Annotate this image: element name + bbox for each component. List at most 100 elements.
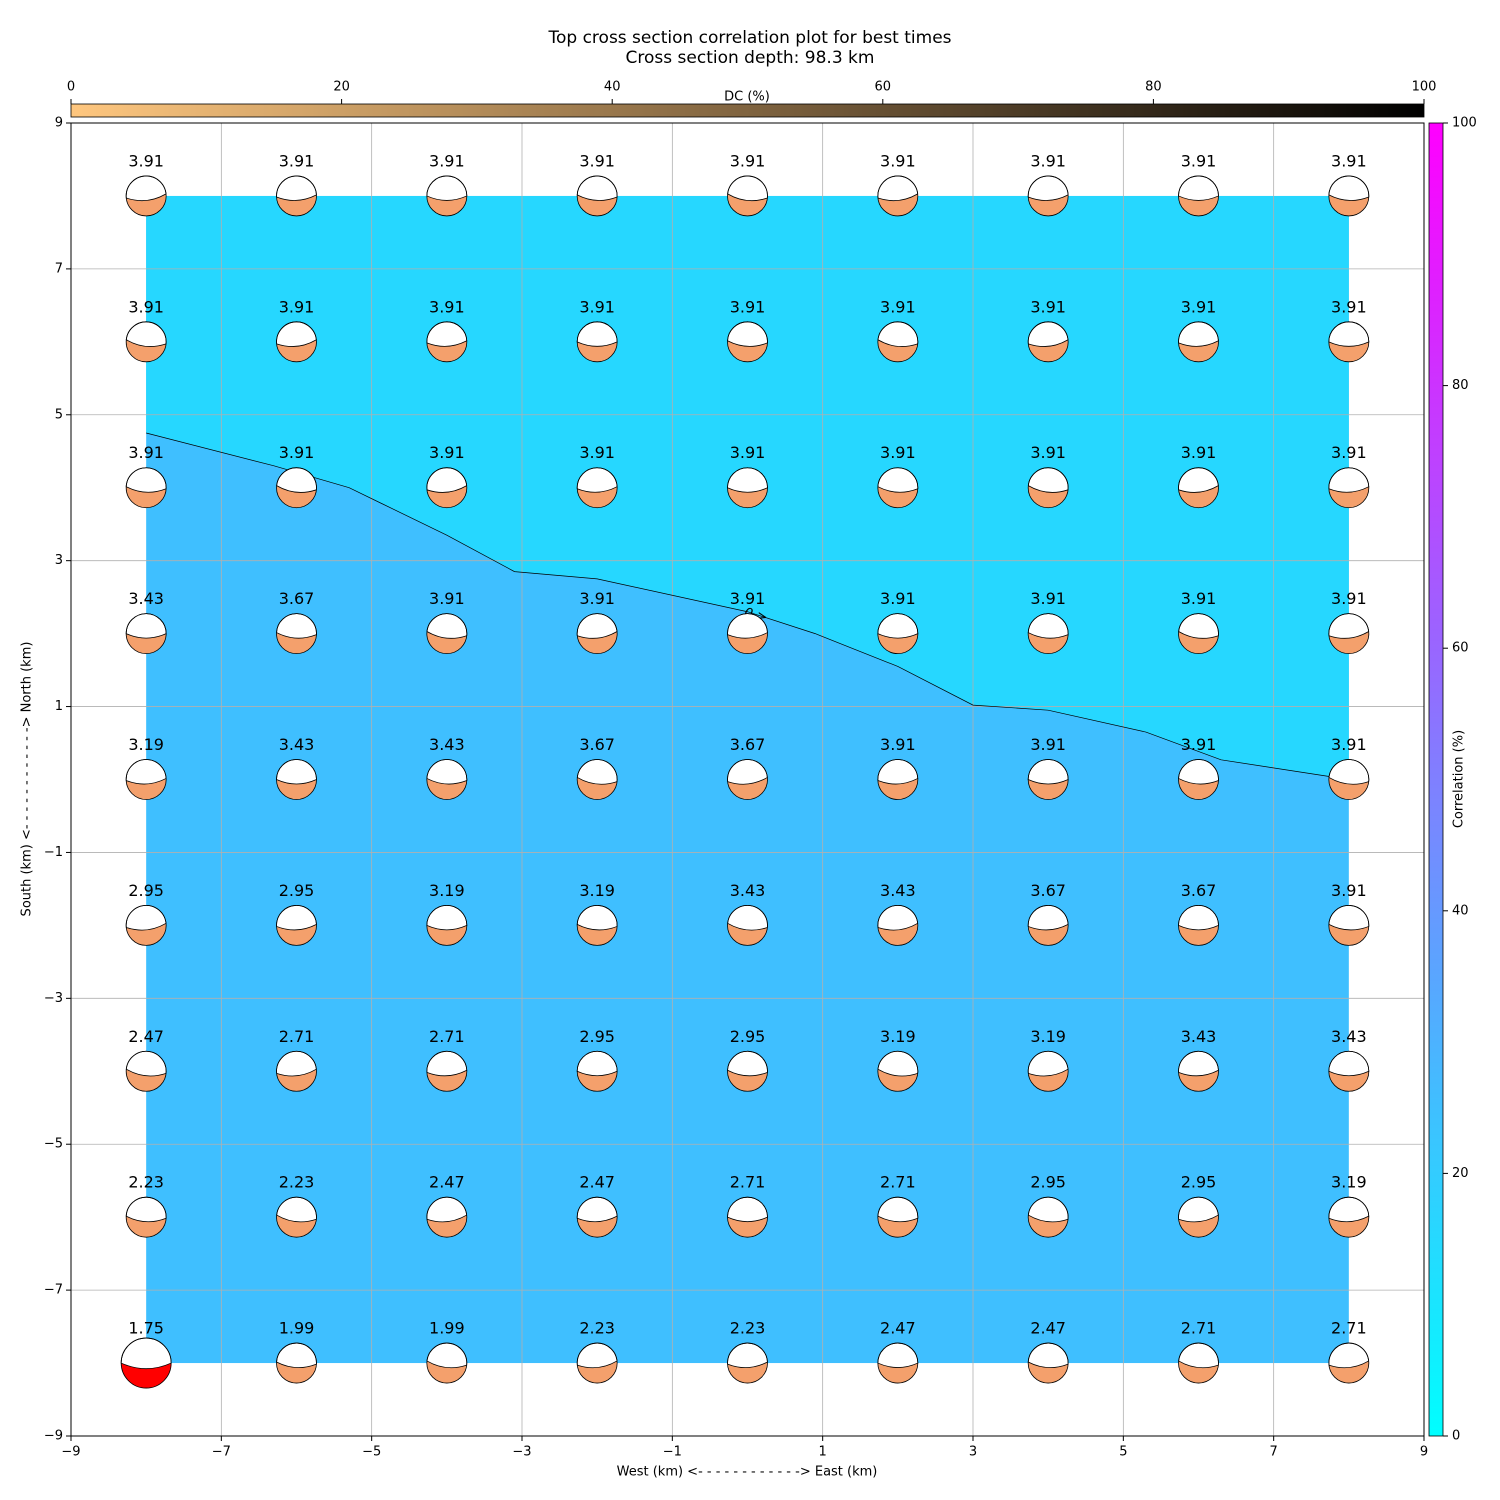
value-label: 3.91 (579, 443, 615, 462)
corr-colorbar-label: Correlation (%) (1452, 730, 1467, 828)
value-label: 3.91 (1181, 443, 1217, 462)
beachball-outline (727, 175, 768, 217)
beachball (276, 467, 317, 509)
value-label: 3.91 (880, 443, 916, 462)
beachball-outline (276, 1050, 317, 1092)
beachball-outline (1027, 1050, 1069, 1092)
beachball (125, 1196, 167, 1238)
beachball-outline (1328, 904, 1370, 946)
beachball-outline (1178, 759, 1219, 800)
x-tick-label: 1 (819, 1445, 827, 1460)
beachball-outline (1027, 467, 1069, 509)
beachball (1328, 759, 1370, 800)
x-tick-label: −5 (362, 1445, 381, 1460)
beachball (1178, 467, 1219, 509)
x-tick-label: −7 (212, 1445, 231, 1460)
value-label: 3.91 (279, 151, 315, 170)
value-label: 2.95 (128, 881, 164, 900)
x-tick-label: −9 (61, 1445, 80, 1460)
beachball-outline (576, 467, 618, 509)
beachball (125, 613, 167, 655)
value-label: 3.91 (429, 297, 465, 316)
beachball (877, 904, 919, 946)
value-label: 3.43 (880, 881, 916, 900)
beachball-outline (125, 759, 167, 800)
x-tick-label: −3 (512, 1445, 531, 1460)
x-tick-label: 5 (1119, 1445, 1127, 1460)
dc-colorbar (70, 103, 1425, 118)
beachball (727, 467, 768, 509)
beachball (426, 759, 468, 800)
beachball-outline (877, 759, 919, 800)
beachball (576, 904, 618, 946)
value-label: 3.91 (730, 297, 766, 316)
beachball (1328, 613, 1370, 655)
x-axis-label: West (km) <- - - - - - - - - - - -> East… (617, 1465, 878, 1480)
beachball (426, 904, 468, 946)
value-label: 3.91 (579, 589, 615, 608)
x-tick-label: 9 (1420, 1445, 1428, 1460)
beachball (576, 613, 618, 655)
beachball (727, 759, 768, 800)
beachball-outline (276, 175, 317, 217)
value-label: 3.91 (429, 151, 465, 170)
contour-line (146, 432, 1349, 780)
beachball-dilatation (426, 175, 468, 201)
beachball-outline (125, 613, 167, 655)
value-label: 2.71 (880, 1173, 916, 1192)
beachball (1027, 1050, 1069, 1092)
corr-tick-label: 100 (1452, 116, 1477, 131)
beachball (276, 759, 317, 800)
beachball-outline (727, 759, 768, 800)
corr-colorbar (1428, 122, 1444, 1437)
beachball-outline (1178, 1342, 1219, 1384)
value-label: 2.23 (579, 1319, 615, 1338)
beachball (276, 175, 317, 217)
beachball-outline (727, 1050, 768, 1092)
value-label: 3.91 (880, 297, 916, 316)
beachball (125, 1050, 167, 1092)
value-label: 3.91 (579, 151, 615, 170)
value-label: 2.23 (128, 1173, 164, 1192)
beachball (125, 904, 167, 946)
beachball (1178, 321, 1219, 363)
value-label: 3.91 (128, 297, 164, 316)
beachball-outline (727, 467, 768, 509)
corr-tick-label: 0 (1452, 1429, 1460, 1444)
beachball-outline (276, 321, 317, 363)
beachball-outline (1178, 321, 1219, 363)
dc-tick-label: 100 (1412, 80, 1437, 95)
value-label: 2.95 (579, 1027, 615, 1046)
beachball-outline (125, 467, 167, 509)
beachball (727, 1050, 768, 1092)
beachball-outline (426, 467, 468, 509)
beachball (1178, 759, 1219, 800)
beachball (1328, 467, 1370, 509)
value-label: 2.47 (880, 1319, 916, 1338)
y-tick-label: −9 (44, 1429, 63, 1444)
beachball-outline (426, 1050, 468, 1092)
dc-tick-label: 0 (67, 80, 75, 95)
value-label: 3.91 (1030, 151, 1066, 170)
value-label: 3.67 (1181, 881, 1217, 900)
beachball-outline (576, 904, 618, 946)
beachball-outline (877, 175, 919, 217)
value-label: 3.67 (579, 735, 615, 754)
beachball (727, 1196, 768, 1238)
x-tick-label: 3 (969, 1445, 977, 1460)
beachball (576, 1342, 618, 1384)
beachball-outline (576, 1050, 618, 1092)
beachball-outline (276, 904, 317, 946)
beachball (1027, 467, 1069, 509)
value-label: 2.47 (429, 1173, 465, 1192)
beachball-outline (426, 1196, 468, 1238)
value-label: 3.91 (1331, 881, 1367, 900)
beachball-outline (727, 321, 768, 363)
value-label: 3.67 (1030, 881, 1066, 900)
y-tick-label: −7 (44, 1283, 63, 1298)
beachball (1027, 1196, 1069, 1238)
value-label: 3.19 (579, 881, 615, 900)
beachball (877, 467, 919, 509)
value-label: 3.43 (128, 589, 164, 608)
